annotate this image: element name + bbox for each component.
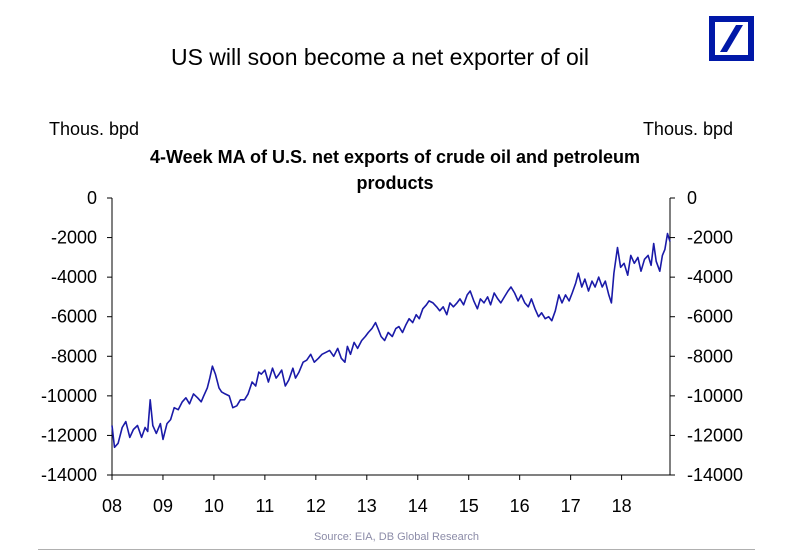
- left-axis-unit: Thous. bpd: [49, 119, 140, 139]
- x-tick-label: 15: [459, 496, 479, 516]
- left-axis: 0 -2000 -4000 -6000 -8000 -10000 -12000 -14000: [41, 188, 113, 485]
- x-tick-label: 13: [357, 496, 377, 516]
- right-y-tick-label: -6000: [687, 307, 733, 327]
- x-tick-label: 08: [102, 496, 122, 516]
- left-y-tick-label: -14000: [41, 465, 97, 485]
- series-layer: [111, 232, 671, 449]
- chart-title-line-2: products: [356, 173, 434, 193]
- right-axis: 0 -2000 -4000 -6000 -8000 -10000 -12000 -14000: [669, 188, 743, 485]
- x-tick-label: 11: [256, 496, 275, 516]
- bottom-divider: [38, 549, 755, 550]
- left-y-tick-label: -10000: [41, 386, 97, 406]
- slide-title: US will soon become a net exporter of oi…: [170, 44, 590, 70]
- right-y-tick-label: -14000: [687, 465, 743, 485]
- x-tick-label: 17: [561, 496, 581, 516]
- right-y-tick-label: -2000: [687, 228, 733, 248]
- left-y-tick-label: 0: [87, 188, 97, 208]
- left-y-tick-label: -6000: [51, 307, 97, 327]
- x-tick-label: 14: [408, 496, 428, 516]
- right-y-tick-label: -8000: [687, 346, 733, 366]
- left-y-tick-label: -2000: [51, 228, 97, 248]
- x-axis: 08 09 10 11 12 13 14 15 16 17 18: [102, 474, 670, 516]
- line-chart: 0-2000-4000-6000-8000-10000-12000-14000 …: [41, 188, 743, 516]
- left-y-tick-label: -12000: [41, 425, 97, 445]
- x-tick-label: 16: [510, 496, 530, 516]
- right-y-tick-label: -12000: [687, 425, 743, 445]
- left-y-tick-label: -8000: [51, 346, 97, 366]
- right-y-tick-label: 0: [687, 188, 697, 208]
- logo-slash-icon: [720, 25, 743, 52]
- x-tick-label: 10: [204, 496, 224, 516]
- chart-title-line-1: 4-Week MA of U.S. net exports of crude o…: [149, 147, 641, 167]
- left-y-tick-label: -4000: [51, 267, 97, 287]
- right-axis-unit: Thous. bpd: [642, 119, 733, 139]
- right-y-tick-label: -4000: [687, 267, 733, 287]
- source-note: Source: EIA, DB Global Research: [313, 531, 480, 543]
- series-line: [111, 232, 671, 449]
- x-tick-label: 12: [306, 496, 326, 516]
- right-y-tick-label: -10000: [687, 386, 743, 406]
- x-tick-label: 09: [153, 496, 173, 516]
- deutsche-bank-logo: [709, 16, 754, 61]
- x-tick-label: 18: [612, 496, 632, 516]
- chart-title: 4-Week MA of U.S. net exports of crude o…: [95, 144, 695, 196]
